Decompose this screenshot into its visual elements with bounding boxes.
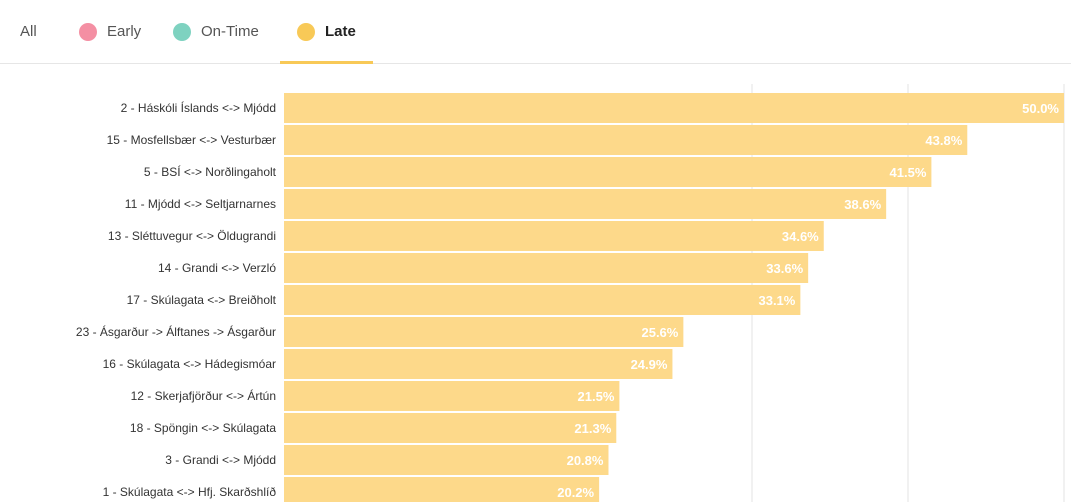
value-label: 33.1% [758, 293, 795, 308]
tab-early[interactable]: Early [79, 0, 141, 63]
bar[interactable] [284, 477, 600, 502]
early-color-dot-icon [79, 22, 97, 41]
value-label: 50.0% [1022, 101, 1059, 116]
active-tab-underline [280, 61, 373, 64]
category-label: 13 - Sléttuvegur <-> Öldugrandi [108, 229, 276, 243]
bar[interactable] [284, 381, 620, 411]
bar[interactable] [284, 349, 673, 379]
category-label: 5 - BSÍ <-> Norðlingaholt [144, 164, 277, 179]
category-label: 18 - Spöngin <-> Skúlagata [130, 421, 276, 435]
value-label: 24.9% [631, 357, 668, 372]
category-label: 14 - Grandi <-> Verzló [158, 261, 276, 275]
category-label: 16 - Skúlagata <-> Hádegismóar [103, 357, 276, 371]
value-label: 20.2% [557, 485, 594, 500]
bar[interactable] [284, 413, 617, 443]
category-label: 11 - Mjódd <-> Seltjarnarnes [125, 197, 276, 211]
value-label: 41.5% [890, 165, 927, 180]
late-color-dot-icon [297, 22, 315, 41]
category-label: 23 - Ásgarður -> Álftanes -> Ásgarður [76, 324, 276, 339]
tab-all-label: All [20, 23, 37, 40]
bar[interactable] [284, 125, 968, 155]
value-label: 21.5% [578, 389, 615, 404]
bar[interactable] [284, 93, 1064, 123]
value-label: 34.6% [782, 229, 819, 244]
category-label: 3 - Grandi <-> Mjódd [165, 453, 276, 467]
category-label: 17 - Skúlagata <-> Breiðholt [127, 293, 277, 307]
bar[interactable] [284, 221, 824, 251]
tab-all[interactable]: All [20, 0, 37, 63]
category-label: 15 - Mosfellsbær <-> Vesturbær [107, 133, 276, 147]
late-routes-bar-chart: 2 - Háskóli Íslands <-> Mjódd 50.0% 15 - M… [76, 84, 1065, 502]
on-time-color-dot-icon [173, 22, 191, 41]
bar[interactable] [284, 285, 801, 315]
tab-on-time-label: On-Time [201, 23, 259, 40]
category-label: 12 - Skerjafjörður <-> Ártún [131, 388, 276, 403]
bar[interactable] [284, 253, 809, 283]
value-label: 38.6% [844, 197, 881, 212]
value-label: 43.8% [925, 133, 962, 148]
category-label: 1 - Skúlagata <-> Hfj. Skarðshlíð [103, 485, 277, 499]
value-label: 20.8% [567, 453, 604, 468]
category-label: 2 - Háskóli Íslands <-> Mjódd [121, 100, 276, 115]
tab-early-label: Early [107, 23, 142, 40]
tab-late[interactable]: Late [280, 0, 373, 64]
bar[interactable] [284, 317, 684, 347]
bar[interactable] [284, 157, 932, 187]
value-label: 21.3% [574, 421, 611, 436]
legend-tab-bar: All Early On-Time Late [0, 0, 1071, 64]
bar[interactable] [284, 445, 609, 475]
value-label: 33.6% [766, 261, 803, 276]
bar[interactable] [284, 189, 887, 219]
tab-on-time[interactable]: On-Time [173, 0, 259, 63]
tab-late-label: Late [325, 23, 356, 40]
value-label: 25.6% [641, 325, 678, 340]
